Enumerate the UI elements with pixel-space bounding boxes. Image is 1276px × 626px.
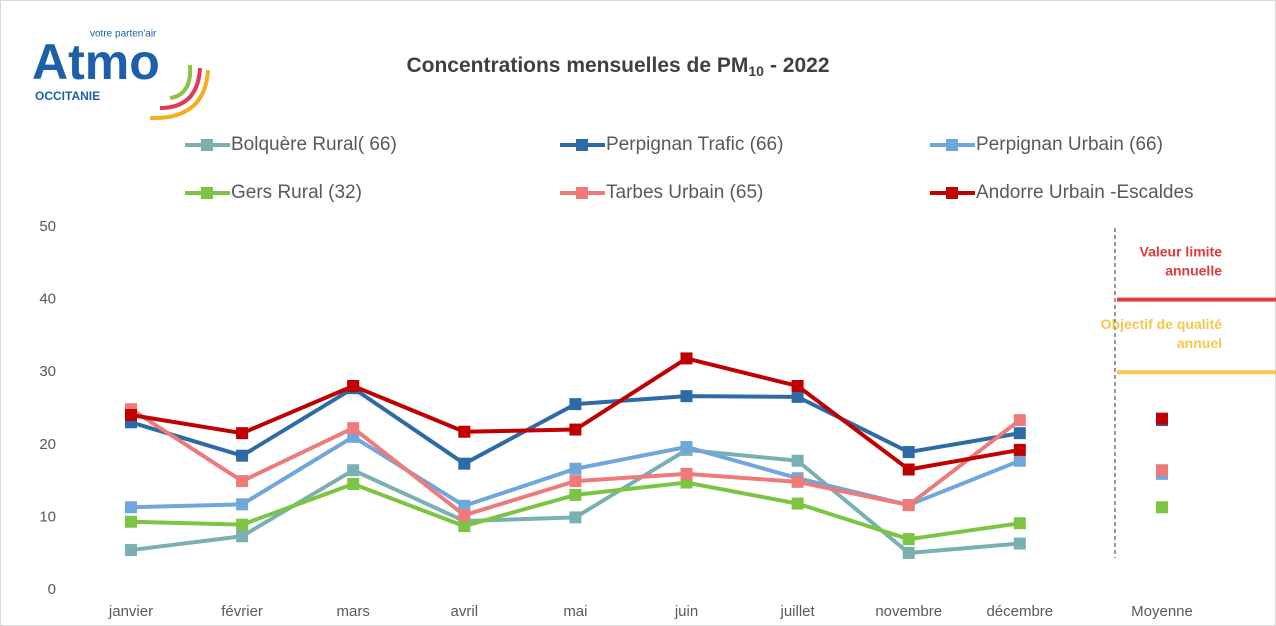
data-point bbox=[902, 533, 915, 546]
x-tick-label: Moyenne bbox=[1131, 603, 1193, 620]
data-point bbox=[569, 475, 582, 488]
legend-label: Andorre Urbain -Escaldes bbox=[976, 182, 1194, 203]
data-point bbox=[1013, 454, 1026, 467]
data-point bbox=[458, 457, 471, 470]
data-point bbox=[791, 454, 804, 467]
y-tick-label: 40 bbox=[39, 291, 56, 308]
x-tick-label: mai bbox=[563, 603, 587, 620]
data-point bbox=[458, 520, 471, 533]
data-point bbox=[1013, 414, 1026, 427]
logo-name: Atmo bbox=[32, 34, 160, 90]
data-point bbox=[791, 379, 804, 392]
logo-region: OCCITANIE bbox=[35, 89, 100, 103]
data-point bbox=[902, 446, 915, 459]
data-point bbox=[347, 464, 360, 477]
reference-label: annuel bbox=[1177, 335, 1222, 351]
logo-arc bbox=[159, 67, 202, 110]
data-point bbox=[236, 518, 249, 531]
data-point bbox=[1013, 443, 1026, 456]
data-point bbox=[458, 425, 471, 438]
y-tick-label: 30 bbox=[39, 363, 56, 380]
data-point bbox=[902, 546, 915, 559]
logo-arc bbox=[149, 69, 210, 121]
y-tick-label: 10 bbox=[39, 508, 56, 525]
x-tick-label: juillet bbox=[780, 603, 816, 620]
title-prefix: Concentrations mensuelles de PM bbox=[406, 54, 748, 77]
reference-label: Objectif de qualité bbox=[1101, 316, 1223, 332]
legend-marker bbox=[576, 187, 588, 199]
data-point bbox=[347, 478, 360, 491]
data-point bbox=[1156, 412, 1168, 425]
data-point bbox=[236, 530, 249, 543]
data-point bbox=[236, 475, 249, 488]
legend-marker bbox=[946, 187, 958, 199]
data-point bbox=[125, 501, 137, 514]
legend-label: Perpignan Urbain (66) bbox=[976, 134, 1163, 155]
data-point bbox=[236, 498, 249, 511]
data-point bbox=[569, 488, 582, 501]
title-subscript: 10 bbox=[748, 63, 764, 79]
x-tick-label: juin bbox=[674, 603, 698, 620]
data-point bbox=[680, 390, 693, 403]
data-point bbox=[1013, 537, 1026, 550]
data-point bbox=[1156, 501, 1168, 514]
y-tick-label: 20 bbox=[39, 436, 56, 453]
legend-label: Bolquère Rural( 66) bbox=[231, 134, 397, 155]
legend-label: Tarbes Urbain (65) bbox=[606, 182, 763, 203]
data-point bbox=[680, 352, 693, 365]
x-tick-label: décembre bbox=[986, 603, 1053, 620]
logo: Atmo votre parten'air OCCITANIE bbox=[32, 29, 210, 121]
data-point bbox=[569, 423, 582, 436]
title-suffix: - 2022 bbox=[770, 54, 830, 77]
data-point bbox=[125, 409, 137, 422]
x-tick-label: avril bbox=[451, 603, 479, 620]
data-point bbox=[347, 379, 360, 392]
data-point bbox=[569, 398, 582, 411]
reference-label: annuelle bbox=[1165, 262, 1222, 278]
data-point bbox=[1156, 464, 1168, 477]
data-point bbox=[125, 515, 137, 528]
legend-marker bbox=[201, 187, 213, 199]
chart-title: Concentrations mensuelles de PM10 - 2022 bbox=[406, 54, 829, 79]
legend-marker bbox=[946, 139, 958, 151]
legend-marker bbox=[576, 139, 588, 151]
data-point bbox=[236, 427, 249, 440]
data-point bbox=[569, 462, 582, 475]
logo-arc bbox=[169, 64, 193, 100]
y-tick-label: 50 bbox=[39, 218, 56, 235]
x-tick-label: février bbox=[221, 603, 263, 620]
data-point bbox=[902, 499, 915, 512]
data-point bbox=[680, 440, 693, 453]
data-point bbox=[458, 499, 471, 512]
data-point bbox=[347, 422, 360, 435]
legend-label: Gers Rural (32) bbox=[231, 182, 362, 203]
data-point bbox=[125, 544, 137, 557]
data-point bbox=[680, 467, 693, 480]
data-point bbox=[236, 449, 249, 462]
data-point bbox=[791, 497, 804, 510]
x-tick-label: janvier bbox=[108, 603, 153, 620]
data-point bbox=[902, 463, 915, 476]
legend-label: Perpignan Trafic (66) bbox=[606, 134, 783, 155]
x-tick-label: mars bbox=[337, 603, 370, 620]
y-tick-label: 0 bbox=[48, 581, 56, 598]
reference-label: Valeur limite bbox=[1140, 243, 1223, 259]
data-point bbox=[1013, 517, 1026, 530]
series-line bbox=[130, 356, 1021, 472]
data-point bbox=[458, 509, 471, 522]
logo-tagline: votre parten'air bbox=[90, 29, 157, 40]
x-tick-label: novembre bbox=[875, 603, 942, 620]
data-point bbox=[569, 511, 582, 524]
legend-marker bbox=[201, 139, 213, 151]
data-point bbox=[1013, 427, 1026, 440]
data-point bbox=[791, 390, 804, 403]
data-point bbox=[791, 475, 804, 488]
